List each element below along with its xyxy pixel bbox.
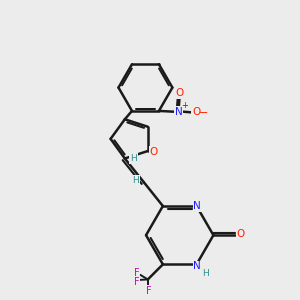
Text: H: H xyxy=(202,268,209,278)
Text: O: O xyxy=(150,147,158,157)
Text: N: N xyxy=(194,261,201,272)
Text: N: N xyxy=(175,107,183,117)
Text: O: O xyxy=(192,107,200,118)
Text: F: F xyxy=(134,268,140,278)
Text: F: F xyxy=(134,277,140,287)
Text: +: + xyxy=(182,101,188,110)
Text: O: O xyxy=(176,88,184,98)
Text: O: O xyxy=(237,230,245,239)
Text: H: H xyxy=(130,154,137,163)
Text: H: H xyxy=(133,176,139,185)
Text: −: − xyxy=(199,108,208,118)
Text: N: N xyxy=(194,201,201,211)
Text: F: F xyxy=(146,286,152,296)
